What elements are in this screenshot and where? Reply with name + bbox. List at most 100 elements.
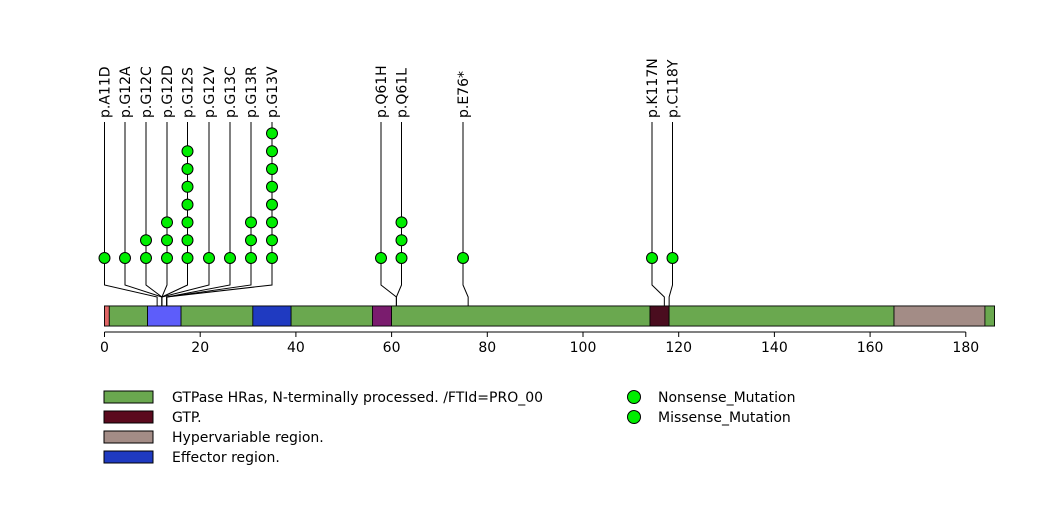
x-tick-label: 100 [570, 340, 597, 356]
legend-domain-label: Effector region. [172, 450, 280, 466]
domain-region-hypervariable [893, 305, 986, 327]
mutation-stem [651, 122, 665, 306]
mutation-point [266, 180, 278, 193]
mutation-point [266, 234, 278, 247]
mutation-label: p.G13V [265, 66, 281, 118]
x-tick-label: 40 [287, 340, 305, 356]
legend-swatch [103, 450, 154, 464]
mutation-point [266, 216, 278, 229]
legend-point [627, 410, 641, 424]
x-tick-label: 80 [478, 340, 496, 356]
mutation-point [161, 216, 173, 229]
mutation-label: p.C118Y [666, 59, 682, 118]
mutation-label: p.A11D [98, 66, 114, 118]
domain-region-other [104, 305, 110, 327]
mutation-point [140, 252, 152, 264]
mutation-point [266, 145, 278, 158]
mutation-point [457, 252, 469, 264]
mutation-point [181, 145, 194, 158]
mutation-point [181, 163, 194, 175]
mutation-point [181, 180, 194, 193]
legend-swatch [103, 430, 154, 444]
mutation-point [181, 252, 194, 264]
mutation-point [119, 252, 131, 264]
mutation-point [266, 127, 278, 140]
mutation-point [161, 252, 173, 264]
legend-domain-label: GTP. [172, 410, 202, 426]
legend-swatch [103, 390, 154, 404]
mutation-point [245, 252, 257, 264]
protein-backbone [104, 305, 995, 327]
mutation-label: p.G12V [202, 66, 218, 118]
mutation-point [395, 216, 408, 229]
mutation-label: p.G12A [118, 66, 134, 118]
domain-region-overlap [147, 305, 182, 327]
mutation-point [181, 234, 194, 247]
domain-region-effector [252, 305, 292, 327]
domain-region-chain [984, 305, 995, 327]
x-tick-label: 20 [191, 340, 209, 356]
mutation-labels: p.A11D p.G12A p.G12C p.G12D p.G12S p.G12V p.G1… [98, 58, 682, 118]
lollipop-stems [104, 122, 673, 306]
domain-region-chain [290, 305, 373, 327]
mutation-stem [380, 122, 397, 306]
x-tick-label: 0 [100, 340, 109, 356]
mutation-point [266, 198, 278, 211]
mutation-label: p.G12D [160, 65, 176, 118]
mutation-point [245, 234, 257, 247]
mutation-stem [166, 122, 231, 306]
mutation-point [395, 234, 408, 247]
domain-region-chain [108, 305, 148, 327]
mutation-point [646, 252, 658, 264]
domain-region-chain [391, 305, 651, 327]
mutation-point [140, 234, 152, 247]
mutation-point [395, 252, 408, 264]
mutation-label: p.Q61H [374, 65, 390, 118]
domain-region-chain [180, 305, 254, 327]
x-tick-label: 60 [383, 340, 401, 356]
x-axis: 0 20 40 60 80 100 120 140 160 180 [100, 331, 979, 356]
mutation-stem [395, 122, 402, 306]
x-tick-label: 160 [857, 340, 884, 356]
mutation-stem [161, 122, 168, 306]
legend-domain-label: GTPase HRas, N-terminally processed. /FT… [172, 390, 543, 406]
legend-swatch [103, 410, 154, 424]
x-tick-label: 140 [761, 340, 788, 356]
mutation-stem [124, 122, 163, 306]
mutation-point [181, 198, 194, 211]
domain-region-gtp-overlap [372, 305, 392, 327]
mutation-label: p.G12C [139, 66, 155, 118]
legend-domain-label: Hypervariable region. [172, 430, 324, 446]
mutation-point [266, 252, 278, 264]
x-tick-label: 180 [952, 340, 979, 356]
mutation-stem [462, 122, 469, 306]
mutation-point [203, 252, 215, 264]
mutation-point [181, 216, 194, 229]
mutation-point [266, 163, 278, 175]
mutation-point [224, 252, 236, 264]
mutation-stem [161, 122, 210, 306]
mutation-stem [145, 122, 163, 306]
domain-region-gtp [649, 305, 670, 327]
domain-region-chain [668, 305, 895, 327]
legend-mutation-label: Nonsense_Mutation [658, 390, 795, 406]
mutation-label: p.E76* [456, 71, 472, 118]
mutation-point [666, 252, 679, 264]
mutation-point [98, 252, 111, 264]
mutation-label: p.Q61L [395, 68, 411, 118]
legend: GTPase HRas, N-terminally processed. /FT… [103, 390, 795, 466]
mutation-label: p.K117N [645, 58, 661, 118]
mutation-point [375, 252, 387, 264]
mutation-label: p.G13R [244, 66, 260, 118]
mutation-stem [104, 122, 158, 306]
mutation-stem [668, 122, 673, 306]
legend-point [627, 390, 641, 404]
mutation-label: p.G12S [181, 67, 197, 118]
x-tick-label: 120 [665, 340, 692, 356]
mutation-point [245, 216, 257, 229]
mutation-point [161, 234, 173, 247]
mutation-label: p.G13C [223, 66, 239, 118]
mutation-points [98, 127, 679, 264]
legend-mutation-label: Missense_Mutation [658, 410, 791, 426]
